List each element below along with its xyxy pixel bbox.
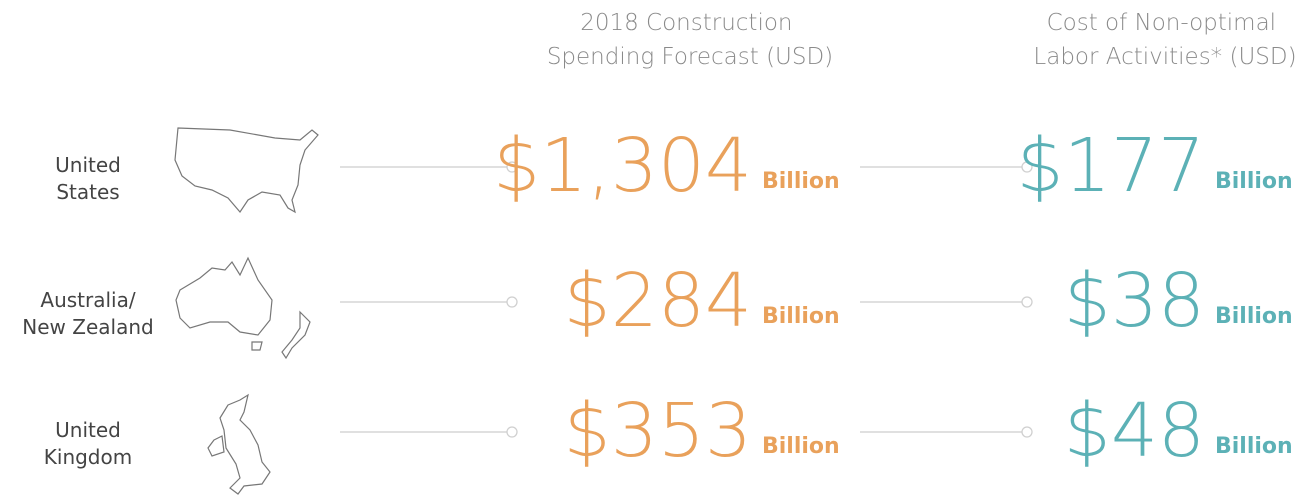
cost-unit: Billion	[1215, 434, 1293, 459]
spending-unit: Billion	[762, 434, 840, 459]
connector-dot	[506, 161, 518, 173]
header-line: 2018 Construction	[580, 10, 792, 36]
region-line: New Zealand	[22, 315, 153, 339]
header-line: Labor Activities* (USD)	[1033, 44, 1296, 70]
region-label: United States	[55, 153, 121, 204]
region-line: Australia/	[40, 288, 135, 312]
region-line: Kingdom	[44, 445, 132, 469]
connector-dot	[1021, 161, 1033, 173]
anz-map	[175, 256, 311, 360]
header: 2018 Construction Spending Forecast (USD…	[547, 10, 833, 70]
region-label: United Kingdom	[44, 418, 132, 469]
header-line: Cost of Non-optimal	[1047, 10, 1276, 36]
header: Cost of Non-optimal Labor Activities* (U…	[1033, 10, 1296, 70]
connector-dot	[1021, 296, 1033, 308]
cost-value: $38	[1064, 258, 1205, 344]
cost-unit: Billion	[1215, 169, 1293, 194]
spending-value: $1,304	[493, 123, 752, 209]
region-line: United	[55, 418, 121, 442]
cost-unit: Billion	[1215, 304, 1293, 329]
cost-value: $177	[1017, 123, 1205, 209]
us-map	[174, 127, 319, 214]
connector-dot	[506, 296, 518, 308]
connector-dot	[506, 426, 518, 438]
spending-unit: Billion	[762, 304, 840, 329]
region-label: Australia/New Zealand	[22, 288, 153, 339]
region-line: United	[55, 153, 121, 177]
connector-dot	[1021, 426, 1033, 438]
spending-value: $353	[564, 388, 752, 474]
region-line: States	[56, 180, 119, 204]
spending-unit: Billion	[762, 169, 840, 194]
cost-value: $48	[1064, 388, 1205, 474]
uk-map	[207, 393, 271, 495]
header-line: Spending Forecast (USD)	[547, 44, 833, 70]
spending-value: $284	[564, 258, 752, 344]
